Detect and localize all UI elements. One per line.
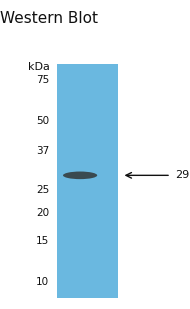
Bar — [57, 64, 118, 298]
Text: 25: 25 — [36, 185, 49, 195]
Text: kDa: kDa — [28, 61, 49, 72]
Ellipse shape — [63, 171, 97, 179]
Text: Western Blot: Western Blot — [0, 11, 98, 26]
Text: 50: 50 — [36, 116, 49, 126]
Text: 10: 10 — [36, 277, 49, 287]
Text: 15: 15 — [36, 236, 49, 246]
Text: 37: 37 — [36, 146, 49, 156]
Text: 29kDa: 29kDa — [175, 170, 190, 180]
Text: 75: 75 — [36, 75, 49, 85]
Text: 20: 20 — [36, 208, 49, 218]
